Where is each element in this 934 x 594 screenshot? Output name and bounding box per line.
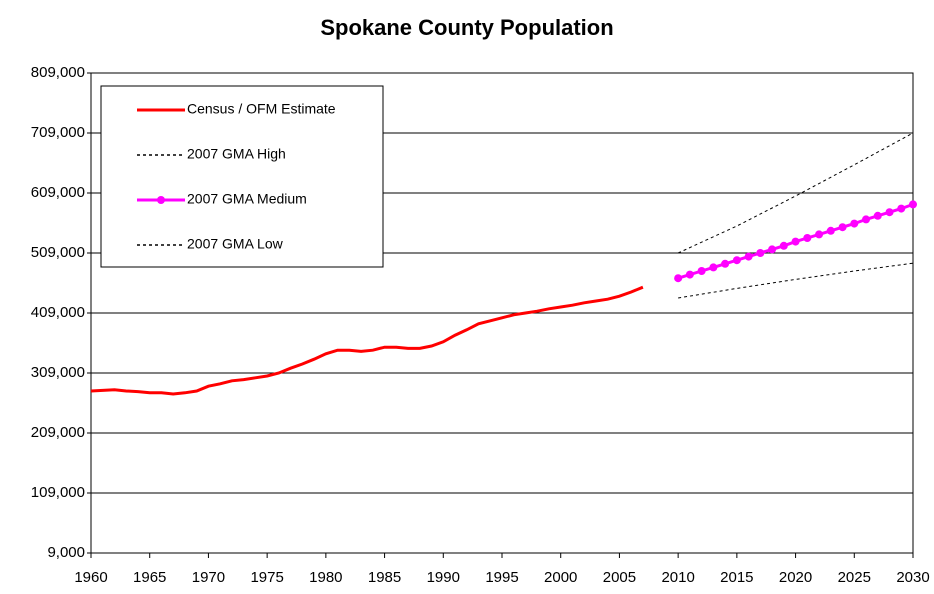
series-marker bbox=[779, 241, 788, 250]
series-marker bbox=[709, 263, 718, 272]
y-tick-label: 509,000 bbox=[31, 244, 85, 261]
series-marker bbox=[768, 245, 777, 254]
y-tick-label: 709,000 bbox=[31, 124, 85, 141]
y-tick-label: 9,000 bbox=[47, 544, 85, 561]
series-line bbox=[90, 285, 644, 396]
x-tick-label: 2010 bbox=[661, 569, 694, 586]
plot-border bbox=[90, 72, 914, 554]
legend-label: 2007 GMA Low bbox=[187, 236, 284, 252]
series-marker bbox=[803, 234, 812, 242]
legend-label: Census / OFM Estimate bbox=[187, 101, 336, 117]
series-marker bbox=[897, 204, 906, 213]
x-tick-label: 1970 bbox=[192, 569, 225, 586]
series-marker bbox=[873, 211, 882, 220]
series-marker bbox=[862, 215, 871, 224]
x-tick-label: 1995 bbox=[485, 569, 518, 586]
series-marker bbox=[721, 259, 730, 268]
x-tick-label: 2005 bbox=[603, 569, 636, 586]
series-marker bbox=[756, 249, 765, 257]
series-marker bbox=[850, 219, 859, 228]
series-marker bbox=[885, 208, 894, 217]
y-tick-label: 809,000 bbox=[31, 64, 85, 81]
series-marker bbox=[744, 252, 753, 261]
y-tick-label: 209,000 bbox=[31, 424, 85, 441]
x-tick-label: 1960 bbox=[74, 569, 107, 586]
x-tick-label: 1965 bbox=[133, 569, 166, 586]
x-tick-label: 2000 bbox=[544, 569, 577, 586]
x-tick-label: 1975 bbox=[250, 569, 283, 586]
series-marker bbox=[838, 223, 847, 232]
x-tick-label: 1980 bbox=[309, 569, 342, 586]
series-marker bbox=[815, 230, 824, 239]
y-tick-label: 409,000 bbox=[31, 304, 85, 321]
x-tick-label: 1990 bbox=[427, 569, 460, 586]
legend-marker bbox=[157, 196, 165, 204]
legend-label: 2007 GMA Medium bbox=[187, 191, 307, 207]
x-tick-label: 2020 bbox=[779, 569, 812, 586]
legend-label: 2007 GMA High bbox=[187, 146, 286, 162]
series-marker bbox=[826, 226, 835, 235]
chart-title: Spokane County Population bbox=[320, 15, 613, 40]
series-marker bbox=[685, 270, 694, 279]
y-tick-label: 609,000 bbox=[31, 184, 85, 201]
y-tick-label: 309,000 bbox=[31, 364, 85, 381]
series-marker bbox=[697, 267, 706, 275]
series-marker bbox=[791, 237, 800, 246]
x-tick-label: 2030 bbox=[896, 569, 929, 586]
legend-box bbox=[100, 85, 384, 268]
y-tick-label: 109,000 bbox=[31, 484, 85, 501]
series-line bbox=[677, 132, 914, 254]
series-marker bbox=[732, 256, 741, 265]
series-marker bbox=[909, 200, 917, 209]
x-tick-label: 2025 bbox=[838, 569, 871, 586]
x-tick-label: 1985 bbox=[368, 569, 401, 586]
series-marker bbox=[674, 274, 683, 283]
x-tick-label: 2015 bbox=[720, 569, 753, 586]
